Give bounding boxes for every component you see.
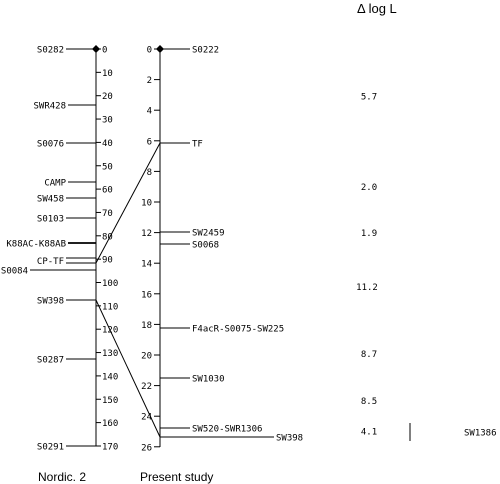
left-tick-label: 160: [102, 419, 118, 429]
left-tick-label: 30: [102, 116, 113, 126]
right-marker-label: F4acR-S0075-SW225: [192, 325, 284, 335]
right-tick-label: 0: [147, 46, 152, 56]
left-map-caption: Nordic. 2: [38, 470, 86, 484]
right-marker-label: S0068: [192, 241, 219, 251]
side-marker: SW1386: [409, 423, 497, 441]
right-axis-tick-labels: 0 2 4 6 8 10 12 14 16 18 20 22 24 26: [141, 46, 152, 454]
right-tick-label: 24: [141, 413, 152, 423]
right-linkage-map: 0 2 4 6 8 10 12 14 16 18 20 22 24 26 S: [140, 45, 303, 484]
delta-log-l-column: 5.7 2.0 1.9 11.2 8.7 8.5 4.1: [356, 93, 378, 438]
right-tick-label: 12: [141, 229, 152, 239]
right-tick-label: 26: [141, 443, 152, 453]
right-axis-ticks: [154, 48, 160, 448]
right-tick-label: 14: [141, 260, 152, 270]
right-marker-labels: S0222 TF SW2459 S0068 F4acR-S0075-SW225 …: [192, 46, 303, 444]
left-marker-label: S0291: [37, 443, 64, 453]
left-marker-label: S0282: [37, 46, 64, 56]
right-tick-label: 4: [147, 107, 152, 117]
right-marker-label: SW2459: [192, 229, 225, 239]
left-marker-label: S0084: [1, 267, 28, 277]
left-tick-label: 110: [102, 302, 118, 312]
left-tick-label: 50: [102, 162, 113, 172]
right-tick-label: 20: [141, 352, 152, 362]
left-marker-lines: [30, 48, 96, 447]
right-tick-label: 18: [141, 321, 152, 331]
left-axis-tick-labels: 0 10 20 30 40 50 60 70 80 90 100 110 120…: [102, 46, 118, 453]
right-tick-label: 22: [141, 382, 152, 392]
right-tick-label: 8: [147, 168, 152, 178]
delta-log-l-header: Δ log L: [357, 1, 397, 16]
left-marker-label: S0287: [37, 356, 64, 366]
right-marker-label: TF: [192, 140, 203, 150]
left-tick-label: 60: [102, 186, 113, 196]
right-map-caption: Present study: [140, 470, 213, 484]
delta-log-l-value: 8.5: [361, 397, 377, 407]
left-marker-labels: S0282 SWR428 S0076 CAMP SW458 S0103 K88A…: [1, 46, 67, 453]
left-tick-label: 170: [102, 443, 118, 453]
right-tick-label: 6: [147, 137, 152, 147]
left-tick-label: 40: [102, 139, 113, 149]
left-marker-label: S0076: [37, 140, 64, 150]
left-tick-label: 100: [102, 279, 118, 289]
left-linkage-map: 0 10 20 30 40 50 60 70 80 90 100 110 120…: [1, 45, 118, 484]
delta-log-l-value: 11.2: [356, 283, 378, 293]
left-tick-label: 10: [102, 69, 113, 79]
left-tick-label: 70: [102, 209, 113, 219]
left-marker-label: SW398: [37, 297, 64, 307]
right-marker-label: SW520-SWR1306: [192, 425, 262, 435]
delta-log-l-value: 8.7: [361, 350, 377, 360]
side-marker-label: SW1386: [464, 429, 497, 439]
right-marker-label: SW398: [276, 434, 303, 444]
left-tick-label: 20: [102, 92, 113, 102]
left-tick-label: 130: [102, 349, 118, 359]
left-tick-label: 80: [102, 232, 113, 242]
left-marker-label: SW458: [37, 195, 64, 205]
delta-log-l-value: 1.9: [361, 229, 377, 239]
right-tick-label: 10: [141, 199, 152, 209]
delta-log-l-value: 2.0: [361, 183, 377, 193]
right-tick-label: 2: [147, 76, 152, 86]
left-marker-label: S0103: [37, 215, 64, 225]
left-marker-label: K88AC-K88AB: [6, 240, 66, 250]
right-marker-label: S0222: [192, 46, 219, 56]
left-tick-label: 140: [102, 372, 118, 382]
right-tick-label: 16: [141, 290, 152, 300]
right-marker-label: SW1030: [192, 375, 225, 385]
delta-log-l-value: 4.1: [361, 428, 377, 438]
left-tick-label: 150: [102, 396, 118, 406]
delta-log-l-value: 5.7: [361, 93, 377, 103]
left-tick-label: 0: [102, 46, 107, 56]
left-marker-label: CP-TF: [37, 257, 64, 267]
left-axis-ticks: [96, 48, 101, 447]
left-marker-label: SWR428: [33, 102, 66, 112]
right-marker-lines: [160, 48, 274, 438]
map-connectors: [95, 142, 161, 438]
left-marker-label: CAMP: [44, 179, 66, 189]
left-tick-label: 90: [102, 256, 113, 266]
